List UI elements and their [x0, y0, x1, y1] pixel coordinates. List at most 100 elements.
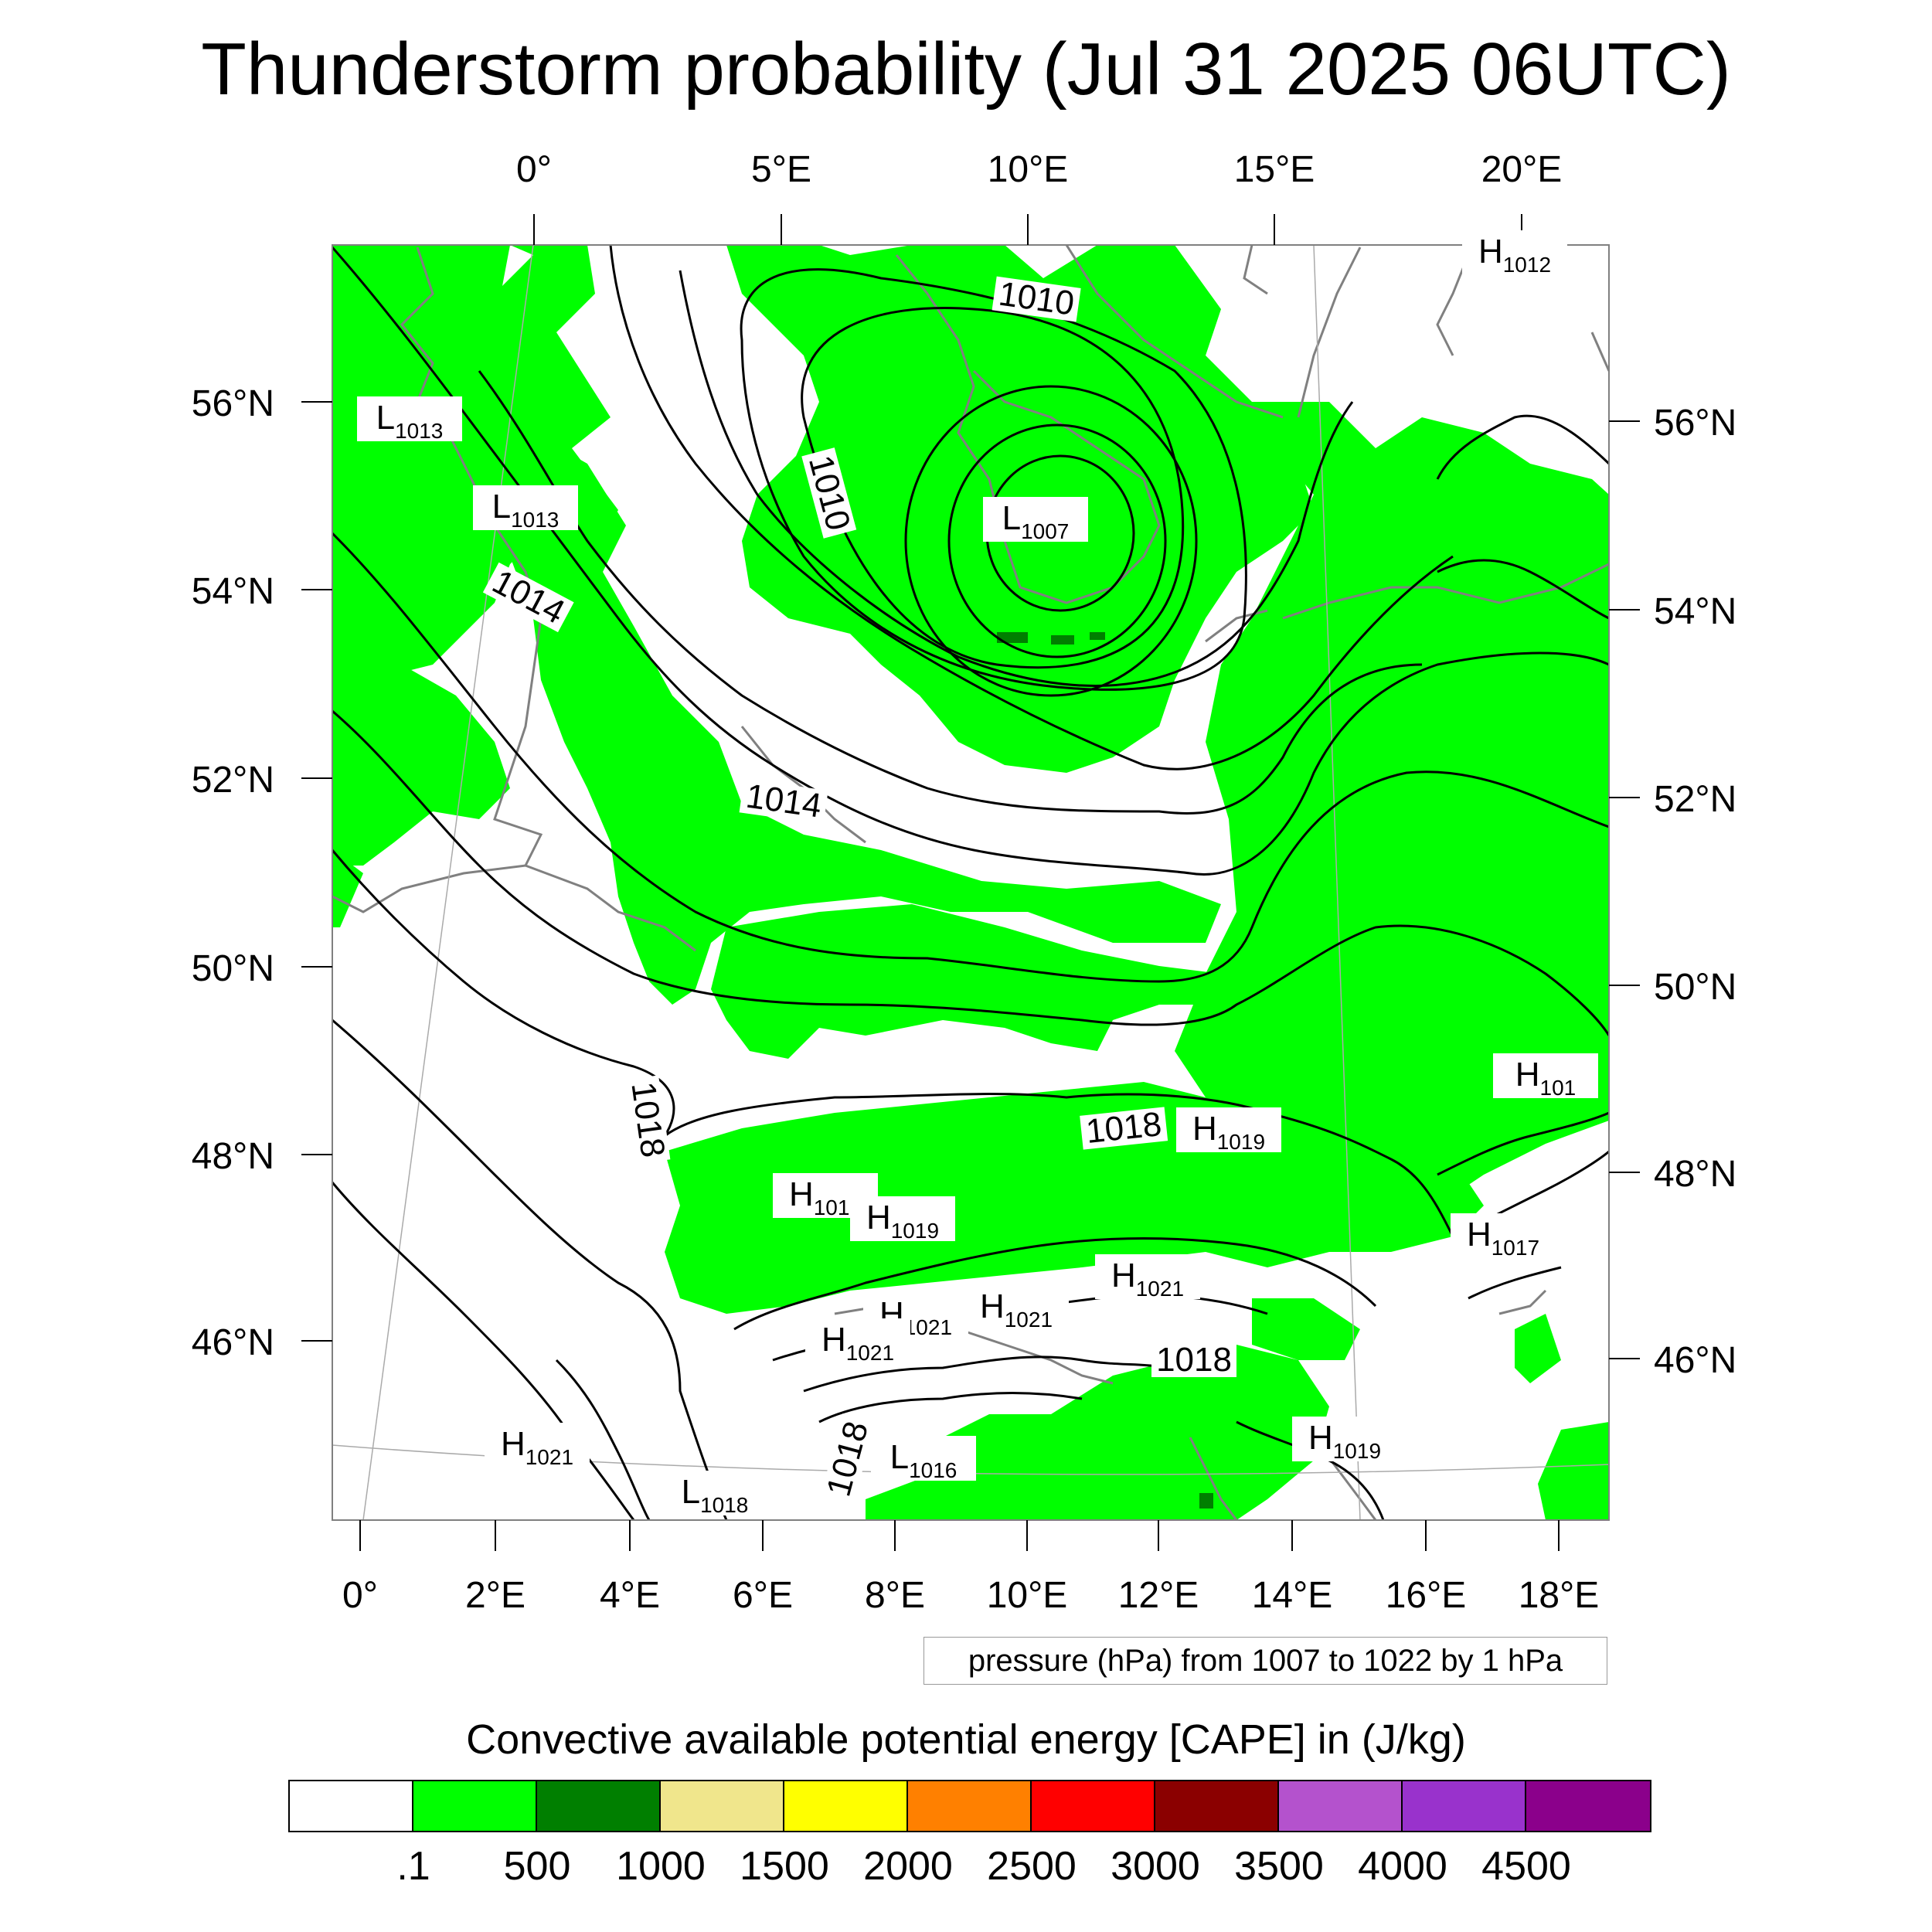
pressure-center-type: H [1192, 1110, 1217, 1148]
isobar-1013 [609, 245, 1454, 770]
pressure-center: L1013 [357, 396, 462, 443]
cape-area-east-south [1515, 1314, 1561, 1383]
svg-text:H1012: H1012 [1478, 233, 1551, 277]
right-ticks [1609, 420, 1640, 1359]
pressure-center: H1012 [1462, 230, 1567, 277]
right-lat-label: 46°N [1654, 1340, 1736, 1381]
isobar-ne [1436, 414, 1609, 480]
pressure-center-type: H [866, 1199, 891, 1236]
colorbar-swatch [1403, 1781, 1526, 1831]
left-lat-label: 56°N [192, 383, 274, 424]
right-lat-label: 56°N [1654, 403, 1736, 444]
colorbar [288, 1780, 1651, 1832]
pressure-center-type: L [682, 1473, 700, 1511]
pressure-center-type: L [890, 1438, 909, 1476]
cape-area-adriatic [1252, 1298, 1360, 1360]
bottom-lon-labels: 0° 2°E 4°E 6°E 8°E 10°E 12°E 14°E 16°E 1… [342, 1575, 1599, 1616]
top-lon-label: 10°E [988, 149, 1069, 190]
pressure-center-value: 1021 [526, 1445, 573, 1469]
pressure-center-value: 1007 [1021, 519, 1069, 543]
contour-label: 1018 [624, 1080, 672, 1160]
cape-area-center [711, 904, 1236, 1059]
isobar-alps1 [733, 1237, 1377, 1331]
isobar-1009 [904, 385, 1198, 697]
isobar-1014 [478, 370, 1423, 815]
cape-area-east-corner [1538, 1422, 1609, 1520]
contour-label: 1018 [1156, 1341, 1232, 1379]
top-lon-label: 5°E [751, 149, 811, 190]
bottom-lon-label: 16°E [1386, 1575, 1467, 1616]
top-lon-label: 0° [516, 149, 552, 190]
pressure-center-value: 1012 [1503, 253, 1551, 277]
colorbar-label: 2500 [987, 1844, 1077, 1889]
colorbar-label: 3500 [1234, 1844, 1324, 1889]
cape-area-alps-se [866, 1345, 1329, 1520]
pressure-center: L1013 [473, 485, 578, 532]
bottom-lon-label: 6°E [733, 1575, 793, 1616]
pressure-note: pressure (hPa) from 1007 to 1022 by 1 hP… [923, 1637, 1607, 1685]
colorbar-label: 500 [503, 1844, 571, 1889]
pressure-center-value: 1019 [1217, 1130, 1265, 1154]
right-lat-labels: 56°N 54°N 52°N 50°N 48°N 46°N [1654, 403, 1736, 1381]
right-lat-label: 48°N [1654, 1154, 1736, 1195]
colorbar-swatch [784, 1781, 908, 1831]
colorbar-swatch [290, 1781, 413, 1831]
left-lat-label: 48°N [192, 1136, 274, 1177]
colorbar-swatch [908, 1781, 1032, 1831]
bottom-lon-label: 0° [342, 1575, 378, 1616]
pressure-center-type: H [1467, 1216, 1492, 1253]
pressure-center: L1007 [983, 497, 1088, 543]
isobar-1010 [801, 307, 1185, 669]
cape-area-west3 [332, 850, 363, 927]
isobar-1011 [740, 268, 1247, 691]
bottom-ticks [359, 1520, 1560, 1551]
cape-area-west2 [332, 665, 510, 866]
pressure-center: H1021 [805, 1318, 910, 1365]
svg-text:L1013: L1013 [492, 488, 560, 532]
svg-text:L1013: L1013 [376, 399, 444, 443]
colorbar-label: 4500 [1481, 1844, 1571, 1889]
pressure-center-value: 1021 [1136, 1277, 1184, 1301]
pressure-center-value: 1013 [395, 419, 443, 443]
bottom-lon-label: 4°E [600, 1575, 660, 1616]
svg-text:L1007: L1007 [1002, 499, 1070, 543]
colorbar-swatch [413, 1781, 537, 1831]
pressure-center-value: 1018 [700, 1493, 748, 1517]
colorbar-swatch [1279, 1781, 1403, 1831]
colorbar-swatch [1526, 1781, 1650, 1831]
colorbar-label: 3000 [1111, 1844, 1200, 1889]
top-lon-label: 15°E [1234, 149, 1315, 190]
svg-text:H1017: H1017 [1467, 1216, 1539, 1260]
left-lat-label: 54°N [192, 571, 274, 612]
svg-text:H1021: H1021 [501, 1425, 573, 1469]
pressure-center-type: H [1478, 233, 1503, 270]
colorbar-swatch [1155, 1781, 1279, 1831]
pressure-center: H1017 [1451, 1213, 1556, 1260]
cape-area-west [332, 245, 618, 719]
isobar-ne2 [1437, 559, 1609, 620]
cape-area-band [510, 433, 1221, 1005]
isobar-east-3 [1468, 1266, 1562, 1300]
colorbar-label: 4000 [1358, 1844, 1447, 1889]
left-lat-label: 50°N [192, 948, 274, 989]
svg-text:L1016: L1016 [890, 1438, 957, 1482]
pressure-center-value: 1021 [904, 1315, 952, 1339]
pressure-center: H1021 [485, 1423, 590, 1469]
isobar-1018 [332, 849, 1454, 1237]
left-lat-label: 46°N [192, 1322, 274, 1363]
isobar-alps4 [818, 1392, 1083, 1423]
top-ticks [533, 214, 1522, 245]
pressure-center-value: 1021 [1005, 1308, 1053, 1332]
pressure-center-type: H [821, 1321, 846, 1359]
pressure-center-type: H [1308, 1419, 1333, 1457]
pressure-center-type: L [376, 399, 395, 437]
pressure-center: H1021 [1095, 1254, 1200, 1301]
right-lat-label: 50°N [1654, 967, 1736, 1008]
bottom-lon-label: 2°E [465, 1575, 526, 1616]
svg-text:L1018: L1018 [682, 1473, 749, 1517]
pressure-center-value: 101 [1540, 1076, 1577, 1100]
svg-text:H1021: H1021 [821, 1321, 894, 1365]
top-lon-label: 20°E [1481, 149, 1563, 190]
contour-label: 1018 [1084, 1105, 1163, 1151]
